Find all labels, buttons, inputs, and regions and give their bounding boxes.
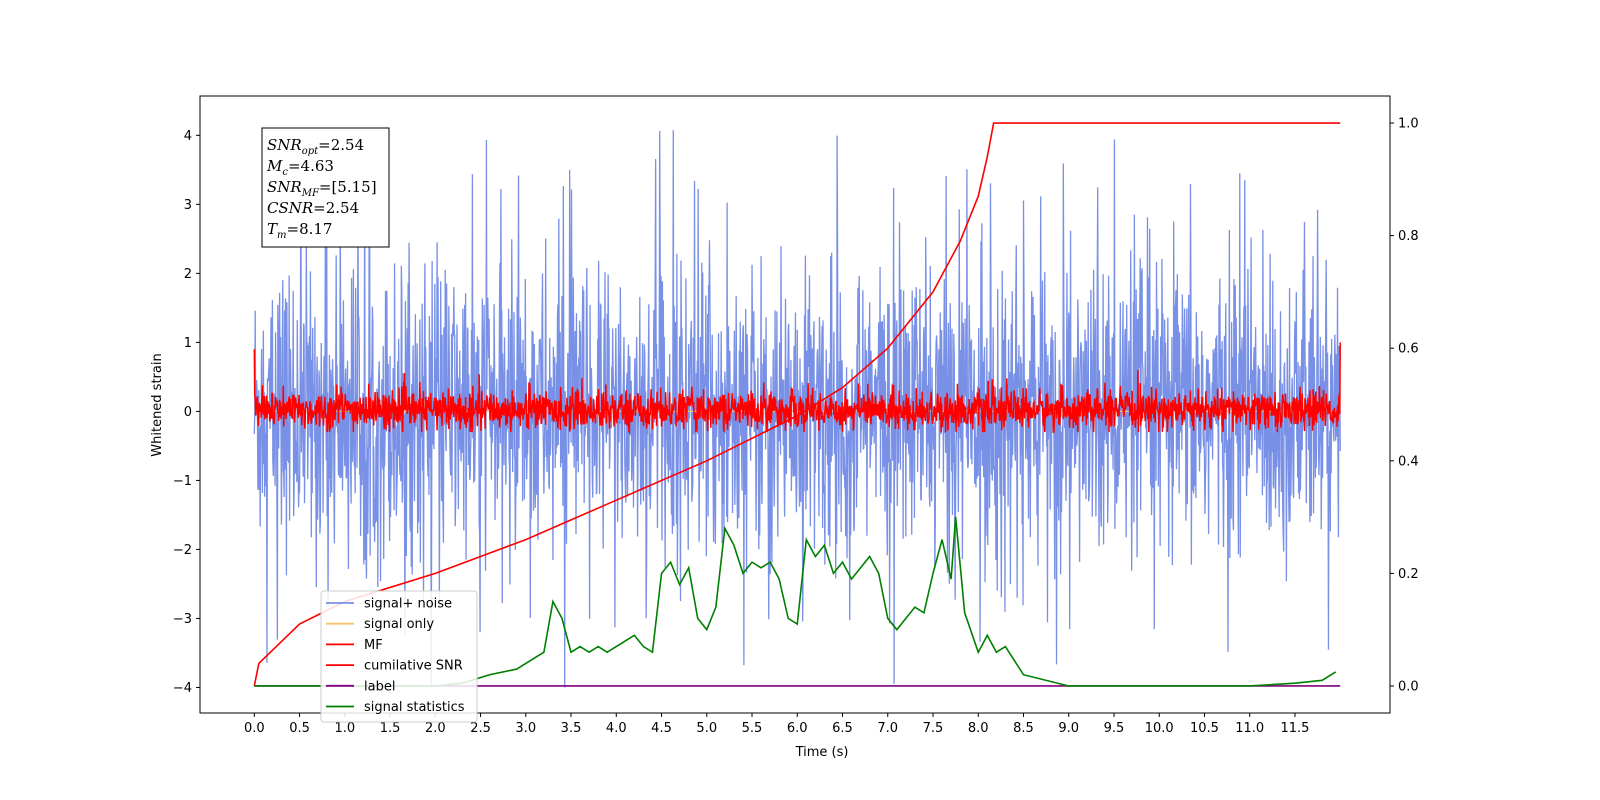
x-tick-label: 10.0 [1145, 721, 1174, 736]
x-tick-label: 6.5 [832, 721, 853, 736]
y-tick-label: 4 [184, 129, 192, 144]
y-tick-label: 1 [184, 336, 192, 351]
y2-tick-label: 1.0 [1398, 117, 1419, 132]
info-csnr: CSNR=2.54 [267, 199, 359, 217]
y-tick-label: 3 [184, 198, 192, 213]
series-mf [253, 342, 1341, 435]
x-tick-label: 0.0 [244, 721, 265, 736]
x-tick-label: 3.0 [515, 721, 536, 736]
x-tick-label: 4.5 [651, 721, 672, 736]
info-snr-opt: SNRopt=2.54 [267, 136, 364, 157]
x-tick-label: 11.0 [1235, 721, 1264, 736]
legend: signal+ noise signal only MF cumilative SNR… [320, 590, 478, 723]
x-tick-label: 9.5 [1104, 721, 1125, 736]
y-tick-label: −3 [173, 612, 192, 627]
y-axis-left: −4 −3 −2 −1 0 1 2 3 4 [173, 129, 200, 696]
x-tick-label: 7.5 [923, 721, 944, 736]
x-tick-label: 2.5 [470, 721, 491, 736]
legend-label: label [364, 679, 395, 694]
legend-label: MF [364, 638, 383, 653]
info-tm: Tm=8.17 [267, 220, 332, 241]
legend-label: signal+ noise [364, 597, 452, 612]
y-tick-label: 0 [184, 405, 192, 420]
y-axis-label: Whitened strain [150, 353, 165, 456]
x-tick-label: 10.5 [1190, 721, 1219, 736]
y-tick-label: −1 [173, 474, 192, 489]
info-snr-mf: SNRMF=[5.15] [267, 178, 377, 199]
x-tick-label: 5.0 [696, 721, 717, 736]
y-tick-label: 2 [184, 267, 192, 282]
x-tick-label: 7.0 [877, 721, 898, 736]
y2-tick-label: 0.6 [1398, 342, 1419, 357]
series-signal-statistics [254, 517, 1337, 687]
y-tick-label: −4 [173, 681, 192, 696]
legend-label: signal only [364, 617, 434, 632]
x-tick-label: 8.0 [968, 721, 989, 736]
axes-frame [199, 95, 1391, 714]
y2-tick-label: 0.8 [1398, 229, 1419, 244]
y-axis-right: 0.0 0.2 0.4 0.6 0.8 1.0 [1390, 117, 1419, 694]
x-tick-label: 8.5 [1013, 721, 1034, 736]
legend-label: signal statistics [364, 700, 465, 715]
x-tick-label: 4.0 [606, 721, 627, 736]
x-tick-label: 3.5 [561, 721, 582, 736]
y-tick-label: −2 [173, 543, 192, 558]
x-tick-label: 6.0 [787, 721, 808, 736]
x-tick-label: 11.5 [1281, 721, 1310, 736]
y2-tick-label: 0.4 [1398, 454, 1419, 469]
x-tick-label: 1.5 [380, 721, 401, 736]
x-tick-label: 9.0 [1058, 721, 1079, 736]
info-mc: Mc=4.63 [266, 157, 334, 178]
x-axis-label: Time (s) [795, 745, 849, 760]
info-box: SNRopt=2.54 Mc=4.63 SNRMF=[5.15] CSNR=2.… [261, 127, 390, 248]
x-tick-label: 5.5 [742, 721, 763, 736]
y2-tick-label: 0.2 [1398, 567, 1419, 582]
x-tick-label: 0.5 [289, 721, 310, 736]
legend-label: cumilative SNR [364, 659, 463, 674]
x-axis: 0.0 0.5 1.0 1.5 2.0 2.5 3.0 3.5 4.0 4.5 5.0 5.5 6.0 6… [244, 713, 1310, 736]
x-tick-label: 1.0 [334, 721, 355, 736]
y2-tick-label: 0.0 [1398, 679, 1419, 694]
x-tick-label: 2.0 [425, 721, 446, 736]
